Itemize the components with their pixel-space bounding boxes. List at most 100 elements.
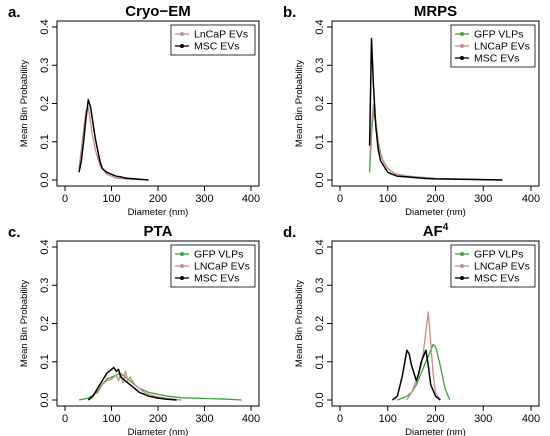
legend-swatch-dot <box>180 32 184 36</box>
chart-title-superscript: 4 <box>443 222 449 233</box>
legend-swatch-dot <box>460 44 464 48</box>
chart-title-text: PTA <box>144 223 173 240</box>
x-axis-label: Diameter (nm) <box>128 207 189 218</box>
x-axis-label: Diameter (nm) <box>128 427 189 436</box>
x-tick-label: 0 <box>337 193 343 205</box>
chart-panel-1: a. Cryo−EM 0.0 0.1 0.2 0.3 0.4 0 100 200 300 400 Dia… <box>8 3 260 218</box>
x-tick-label: 400 <box>522 413 540 425</box>
legend-entry-label: LnCaP EVs <box>194 29 248 41</box>
x-tick-label: 300 <box>474 193 492 205</box>
x-tick-label: 0 <box>62 193 68 205</box>
series-line-2 <box>87 370 182 401</box>
chart-title-text: Cryo−EM <box>125 3 190 20</box>
legend-entry-label: GFP VLPs <box>194 249 243 261</box>
chart-title: PTA <box>144 223 173 240</box>
x-tick-label: 200 <box>149 193 167 205</box>
panel-label: d. <box>283 224 296 241</box>
y-tick-label: 0.0 <box>39 392 51 407</box>
y-tick-label: 0.2 <box>314 96 326 111</box>
y-tick-label: 0.3 <box>314 58 326 73</box>
series-line-1 <box>78 372 242 401</box>
chart-title-text: AF <box>423 223 443 240</box>
y-tick-label: 0.2 <box>39 316 51 331</box>
y-tick-label: 0.1 <box>39 134 51 149</box>
panel-label: b. <box>283 4 296 21</box>
y-tick-label: 0.3 <box>39 278 51 293</box>
series-line-2 <box>368 102 503 181</box>
series-line-2 <box>78 98 149 181</box>
legend-entry-label: MSC EVs <box>474 53 520 65</box>
legend-swatch-dot <box>460 32 464 36</box>
x-tick-label: 300 <box>474 413 492 425</box>
y-tick-label: 0.2 <box>39 96 51 111</box>
panel-label: a. <box>8 4 21 21</box>
legend-entry-label: MSC EVs <box>194 41 240 53</box>
x-tick-label: 200 <box>426 193 444 205</box>
legend-swatch-dot <box>180 276 184 280</box>
y-tick-label: 0.4 <box>314 19 326 34</box>
x-tick-label: 300 <box>195 413 213 425</box>
legend-entry-label: LNCaP EVs <box>194 261 250 273</box>
y-tick-label: 0.4 <box>39 19 51 34</box>
x-tick-label: 100 <box>102 193 120 205</box>
x-tick-label: 0 <box>62 413 68 425</box>
y-tick-label: 0.3 <box>39 58 51 73</box>
chart-panel-4: d. AF4 0.0 0.1 0.2 0.3 0.4 0 100 200 300 400 Diamete… <box>283 222 540 436</box>
y-tick-label: 0.0 <box>314 172 326 187</box>
panel-label: c. <box>8 224 21 241</box>
y-axis-label: Mean Bin Probability <box>294 280 305 367</box>
series-line-2 <box>406 311 441 401</box>
x-tick-label: 400 <box>242 193 260 205</box>
legend-entry-label: LNCaP EVs <box>474 41 530 53</box>
y-tick-label: 0.0 <box>314 392 326 407</box>
legend-swatch-dot <box>180 44 184 48</box>
legend-swatch-dot <box>180 252 184 256</box>
series-line-3 <box>87 366 177 401</box>
y-tick-label: 0.4 <box>39 239 51 254</box>
legend-swatch-dot <box>180 264 184 268</box>
chart-panel-3: c. PTA 0.0 0.1 0.2 0.3 0.4 0 100 200 300 400 Diamete… <box>8 223 260 436</box>
x-tick-label: 0 <box>337 413 343 425</box>
chart-title: AF4 <box>423 222 449 240</box>
chart-panel-2: b. MRPS 0.0 0.1 0.2 0.3 0.4 0 100 200 300 400 Diamet… <box>283 3 540 218</box>
x-tick-label: 200 <box>426 413 444 425</box>
y-tick-label: 0.0 <box>39 172 51 187</box>
y-axis-label: Mean Bin Probability <box>19 60 30 147</box>
x-axis-label: Diameter (nm) <box>405 427 466 436</box>
y-axis-label: Mean Bin Probability <box>294 60 305 147</box>
x-tick-label: 400 <box>522 193 540 205</box>
y-tick-label: 0.1 <box>314 354 326 369</box>
y-tick-label: 0.3 <box>314 278 326 293</box>
y-tick-label: 0.1 <box>314 134 326 149</box>
legend-swatch-dot <box>460 276 464 280</box>
x-tick-label: 100 <box>102 413 120 425</box>
legend-frame <box>170 24 256 56</box>
legend-entry-label: MSC EVs <box>194 273 240 285</box>
legend-entry-label: GFP VLPs <box>474 249 523 261</box>
y-axis-label: Mean Bin Probability <box>19 280 30 367</box>
y-tick-label: 0.4 <box>314 239 326 254</box>
chart-title: Cryo−EM <box>125 3 190 20</box>
chart-title-text: MRPS <box>414 3 457 20</box>
x-tick-label: 200 <box>149 413 167 425</box>
chart-title: MRPS <box>414 3 457 20</box>
x-axis-label: Diameter (nm) <box>405 207 466 218</box>
series-line-1 <box>78 106 140 181</box>
legend-entry-label: LNCaP EVs <box>474 261 530 273</box>
y-tick-label: 0.2 <box>314 316 326 331</box>
legend-swatch-dot <box>460 56 464 60</box>
legend-entry-label: MSC EVs <box>474 273 520 285</box>
x-tick-label: 300 <box>195 193 213 205</box>
legend-swatch-dot <box>460 264 464 268</box>
legend-entry-label: GFP VLPs <box>474 29 523 41</box>
x-tick-label: 100 <box>379 413 397 425</box>
x-tick-label: 100 <box>379 193 397 205</box>
series-line-3 <box>392 349 441 401</box>
legend-swatch-dot <box>460 252 464 256</box>
x-tick-label: 400 <box>242 413 260 425</box>
